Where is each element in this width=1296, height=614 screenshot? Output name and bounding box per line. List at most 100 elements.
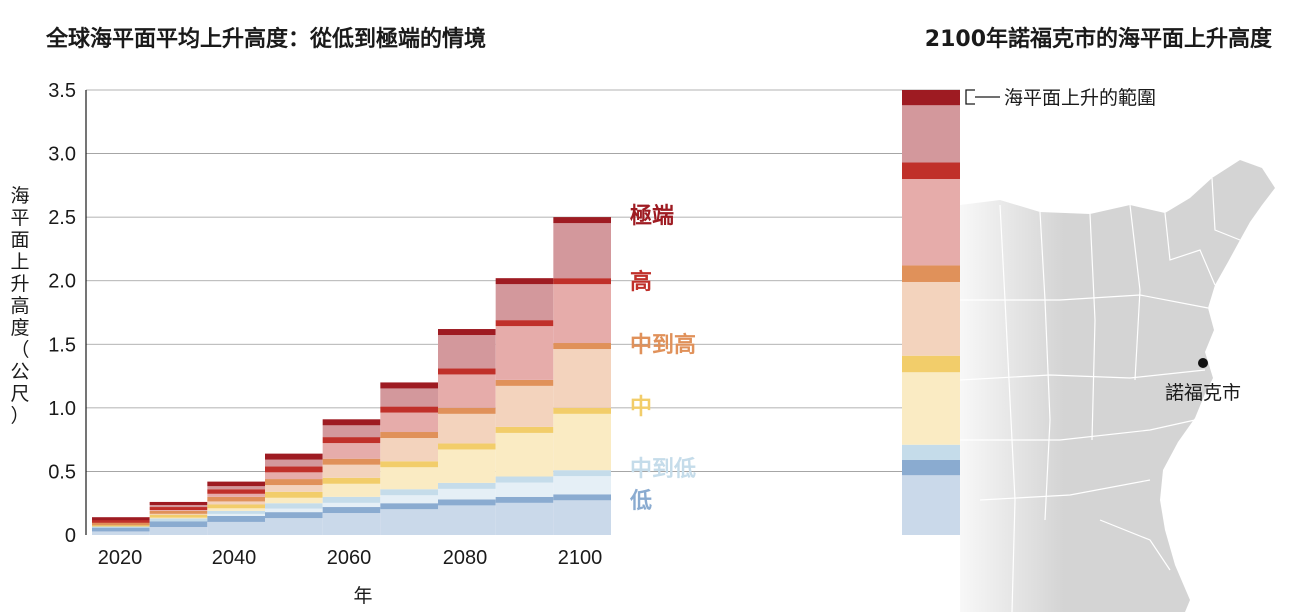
- bar-band: [380, 467, 438, 490]
- y-axis-label-char: （: [10, 339, 29, 361]
- bar-scenario-line: [207, 496, 265, 502]
- range-note: 海平面上升的範圍: [1004, 87, 1156, 109]
- scenario-label: 極端: [630, 203, 674, 229]
- bar-scenario-line: [207, 515, 265, 522]
- scenario-label: 中到高: [630, 332, 696, 358]
- bar-scenario-line: [495, 379, 554, 386]
- bar-band: [149, 504, 208, 508]
- scenario-label: 高: [630, 269, 652, 295]
- y-axis-label-char: 升: [10, 273, 29, 295]
- y-axis-label-char: 公: [10, 361, 29, 383]
- scenario-labels: 低 中到低 中 中到高 高 極端: [629, 203, 696, 514]
- bar-scenario-line: [322, 496, 381, 503]
- bar-scenario-line: [495, 278, 554, 285]
- bar-scenario-line: [495, 496, 554, 503]
- norfolk-range: [902, 355, 960, 373]
- bar-band: [380, 495, 438, 504]
- bar-band: [495, 284, 554, 321]
- bar-band: [207, 501, 265, 505]
- bar-scenario-line: [495, 476, 554, 483]
- bar-scenario-line: [380, 503, 438, 510]
- bar-band: [495, 432, 554, 477]
- bar-band: [438, 374, 496, 408]
- bar-scenario-line: [553, 217, 611, 224]
- norfolk-range: [902, 459, 960, 476]
- x-tick-label: 2040: [212, 547, 257, 569]
- bar-band: [553, 413, 611, 471]
- bar-scenario-line: [553, 494, 611, 501]
- norfolk-band: [902, 179, 960, 266]
- bar-scenario-line: [380, 406, 438, 413]
- bar-scenario-line: [149, 501, 208, 505]
- bar-scenario-line: [380, 489, 438, 496]
- y-tick-label: 2.5: [48, 207, 76, 229]
- bar-band: [322, 513, 381, 535]
- bar-band: [438, 505, 496, 535]
- y-ticks: 0 0.5 1.0 1.5 2.0 2.5 3.0 3.5: [48, 80, 76, 547]
- y-axis-label: 海平面上升高度（公尺）: [10, 185, 29, 427]
- bar-scenario-line: [265, 503, 323, 509]
- bar-band: [495, 385, 554, 427]
- bar-scenario-line: [322, 437, 381, 444]
- bar-scenario-line: [207, 510, 265, 514]
- x-tick-label: 2020: [98, 547, 143, 569]
- bar-scenario-line: [207, 504, 265, 509]
- bar-scenario-line: [380, 382, 438, 389]
- bar-band: [207, 493, 265, 497]
- bar-band: [149, 510, 208, 511]
- bar-band: [149, 517, 208, 519]
- norfolk-label: 諾福克市: [1165, 382, 1241, 404]
- bar-band: [207, 508, 265, 511]
- bar-band: [265, 497, 323, 504]
- scenario-label: 中: [630, 395, 652, 420]
- bar-band: [438, 413, 496, 444]
- bar-band: [149, 527, 208, 535]
- bar-band: [380, 412, 438, 433]
- bar-scenario-line: [149, 518, 208, 522]
- norfolk-2100-bar: [902, 90, 960, 535]
- scenario-label: 中到低: [630, 457, 696, 482]
- norfolk-range: [902, 265, 960, 282]
- bar-scenario-line: [438, 443, 496, 450]
- bar-band: [495, 482, 554, 497]
- x-tick-label: 2060: [327, 547, 372, 569]
- y-tick-label: 0: [65, 525, 76, 547]
- norfolk-range: [902, 90, 960, 106]
- bar-scenario-line: [92, 526, 150, 532]
- norfolk-title: 2100年諾福克市的海平面上升高度: [925, 26, 1273, 52]
- bar-scenario-line: [265, 466, 323, 473]
- bar-scenario-line: [265, 479, 323, 486]
- bar-band: [438, 488, 496, 500]
- bar-scenario-line: [149, 507, 208, 511]
- bar-scenario-line: [149, 521, 208, 528]
- bar-band: [265, 485, 323, 492]
- x-ticks: 2020 2040 2060 2080 2100: [98, 547, 603, 569]
- bar-scenario-line: [553, 470, 611, 477]
- bar-scenario-line: [495, 426, 554, 433]
- bar-band: [322, 425, 381, 438]
- y-axis-label-char: 平: [10, 207, 29, 229]
- y-axis-label-char: 面: [10, 229, 29, 251]
- y-tick-label: 2.0: [48, 271, 76, 293]
- bar-band: [322, 483, 381, 497]
- bar-scenario-line: [265, 512, 323, 519]
- bar-band: [380, 509, 438, 535]
- y-tick-label: 3.5: [48, 80, 76, 102]
- bar-scenario-line: [322, 477, 381, 484]
- bar-band: [322, 502, 381, 508]
- bar-scenario-line: [380, 432, 438, 439]
- bar-scenario-line: [322, 458, 381, 465]
- norfolk-range: [902, 444, 960, 460]
- main-title: 全球海平面平均上升高度：從低到極端的情境: [45, 26, 486, 52]
- bar-band: [149, 513, 208, 515]
- norfolk-marker: [1198, 358, 1208, 368]
- y-axis-label-char: ）: [10, 405, 29, 427]
- norfolk-range: [902, 162, 960, 179]
- bar-scenario-line: [265, 453, 323, 460]
- x-tick-label: 2100: [558, 547, 603, 569]
- x-tick-label: 2080: [443, 547, 488, 569]
- y-axis-label-char: 尺: [10, 383, 29, 405]
- bar-scenario-line: [495, 320, 554, 327]
- y-axis-label-char: 上: [10, 251, 29, 273]
- bar-band: [380, 388, 438, 407]
